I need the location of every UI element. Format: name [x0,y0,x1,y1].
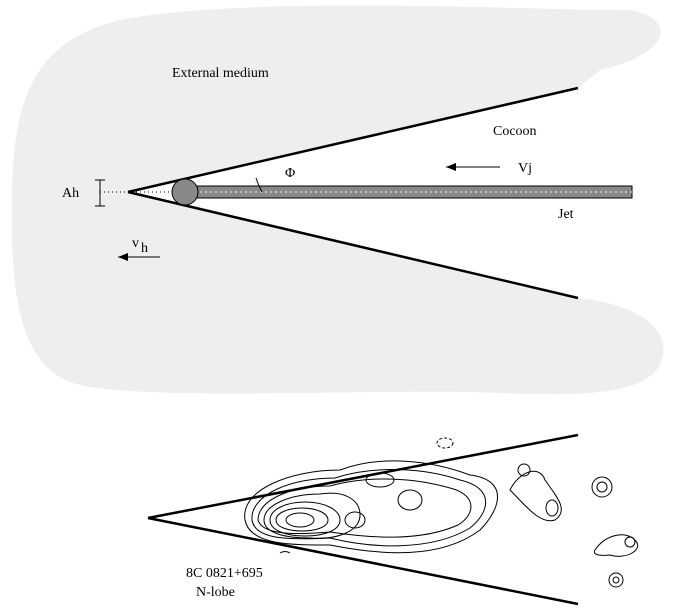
label: h [141,241,148,256]
cone-edge [148,435,578,518]
hotspot [172,179,198,205]
vj-arrowhead [446,163,456,171]
label: N-lobe [196,585,235,600]
label: v [132,236,139,251]
jet [185,186,632,198]
label: Vj [518,161,532,176]
label: 8C 0821+695 [186,566,263,581]
label: Cocoon [493,124,537,139]
label: Ah [62,186,79,201]
label: Jet [558,207,574,222]
label: Φ [285,166,295,181]
external-medium-region [12,6,664,395]
label: External medium [172,66,269,81]
diagram: External medium Cocoon Φ Vj Ah Jet v h 8… [0,0,679,610]
